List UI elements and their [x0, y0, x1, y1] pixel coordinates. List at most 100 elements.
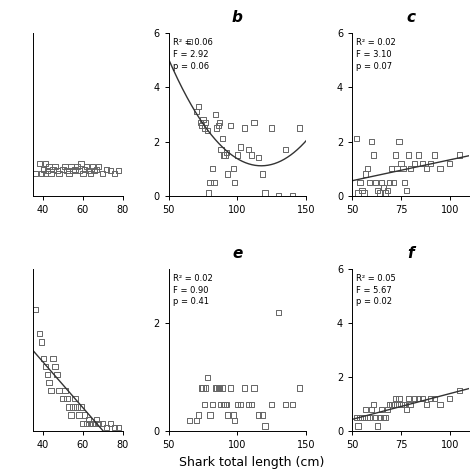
Point — [37, 170, 45, 177]
Point — [206, 411, 214, 419]
Point — [245, 146, 252, 154]
Point — [107, 419, 115, 427]
Point — [364, 165, 372, 173]
Point — [71, 395, 79, 402]
Point — [231, 178, 238, 186]
Point — [53, 167, 61, 174]
Point — [203, 127, 211, 135]
Point — [364, 414, 372, 421]
Point — [198, 384, 205, 392]
Point — [89, 419, 97, 427]
Point — [403, 186, 410, 194]
Point — [221, 151, 229, 159]
Point — [210, 178, 218, 186]
Point — [115, 423, 122, 431]
Point — [352, 414, 360, 421]
Point — [103, 423, 110, 431]
Point — [352, 135, 360, 143]
Point — [223, 148, 230, 156]
Point — [229, 411, 237, 419]
Point — [46, 379, 53, 386]
Point — [217, 401, 225, 408]
Point — [258, 170, 266, 178]
Point — [356, 178, 364, 186]
Point — [372, 178, 379, 186]
Point — [378, 178, 385, 186]
Point — [53, 371, 61, 378]
Point — [220, 401, 228, 408]
Point — [217, 146, 225, 154]
Point — [63, 167, 71, 174]
Point — [234, 151, 241, 159]
Point — [289, 192, 296, 200]
Point — [59, 395, 67, 402]
Point — [419, 159, 426, 167]
Point — [275, 192, 283, 200]
Point — [397, 159, 405, 167]
Point — [93, 165, 100, 173]
Point — [214, 121, 222, 129]
Point — [221, 401, 229, 408]
Point — [46, 163, 53, 170]
Point — [382, 189, 389, 197]
Point — [401, 401, 409, 408]
Point — [415, 151, 422, 159]
Point — [385, 178, 393, 186]
Point — [79, 170, 87, 177]
Point — [201, 401, 208, 408]
Point — [81, 165, 89, 173]
Point — [85, 167, 93, 174]
Point — [83, 163, 91, 170]
Point — [289, 401, 296, 408]
Point — [231, 417, 238, 424]
Point — [99, 419, 107, 427]
Point — [389, 401, 397, 408]
Point — [81, 411, 89, 419]
Point — [370, 151, 377, 159]
Point — [372, 414, 379, 421]
Point — [403, 406, 410, 413]
Point — [401, 178, 409, 186]
Point — [245, 401, 252, 408]
Point — [185, 37, 193, 45]
Point — [358, 414, 366, 421]
Point — [446, 395, 454, 402]
Point — [234, 401, 241, 408]
Point — [275, 309, 283, 316]
Point — [220, 151, 228, 159]
Point — [67, 411, 75, 419]
Point — [374, 422, 382, 430]
Point — [362, 406, 370, 413]
Point — [216, 384, 223, 392]
Point — [247, 401, 255, 408]
Point — [407, 165, 415, 173]
Point — [211, 384, 219, 392]
Point — [41, 159, 49, 167]
Point — [366, 414, 374, 421]
Point — [79, 419, 87, 427]
Point — [282, 401, 290, 408]
Point — [258, 411, 266, 419]
Point — [55, 387, 63, 394]
Point — [383, 186, 391, 194]
Point — [360, 189, 368, 197]
Point — [411, 159, 419, 167]
Point — [61, 163, 69, 170]
Point — [206, 178, 214, 186]
Point — [63, 395, 71, 402]
Point — [77, 403, 85, 411]
Point — [376, 189, 383, 197]
Point — [380, 184, 387, 191]
Point — [107, 167, 115, 174]
Point — [51, 163, 59, 170]
Point — [209, 401, 217, 408]
Point — [216, 119, 223, 127]
Point — [75, 411, 83, 419]
Point — [247, 151, 255, 159]
Point — [411, 395, 419, 402]
Point — [392, 151, 399, 159]
Text: R² = 0.02
F = 0.90
p = 0.41: R² = 0.02 F = 0.90 p = 0.41 — [173, 273, 212, 306]
Point — [87, 170, 95, 177]
Point — [41, 170, 49, 177]
Point — [103, 165, 110, 173]
